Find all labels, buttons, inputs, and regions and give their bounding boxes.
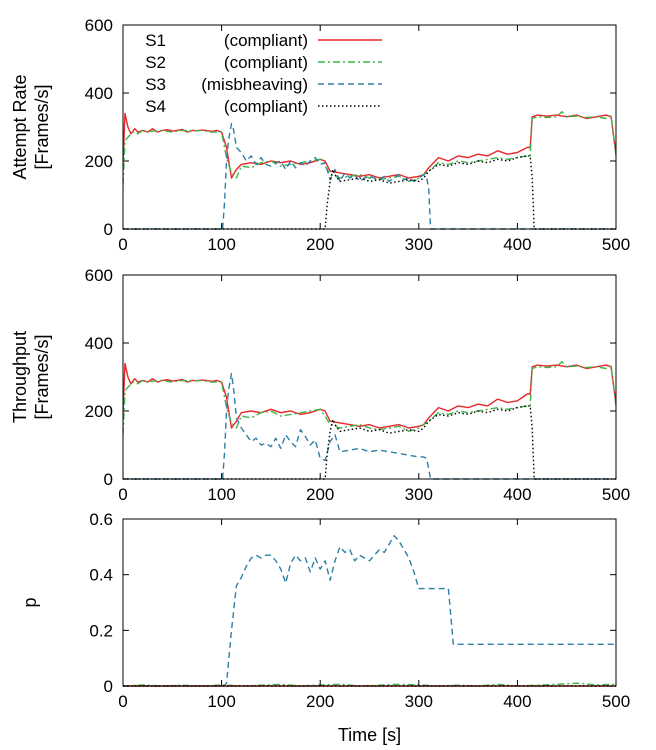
y-axis-label: [Frames/s]	[32, 84, 52, 169]
x-tick-label: 0	[118, 485, 127, 504]
chart-panel-1: 0 100 200 300 400 500 0 200 400 600 Attempt Rate [F…	[10, 16, 630, 254]
series-line-4	[123, 155, 616, 230]
legend-entry-status: (compliant)	[224, 31, 308, 50]
legend-entry-status: (compliant)	[224, 53, 308, 72]
plot-frame	[122, 518, 617, 687]
x-tick-label: 300	[405, 485, 433, 504]
y-tick-label: 0	[104, 677, 113, 696]
series-line-4	[123, 405, 616, 480]
x-tick-label: 500	[602, 485, 630, 504]
plot-frame	[122, 274, 617, 480]
series-group	[123, 535, 616, 687]
series-line-1	[123, 362, 616, 429]
series-line-3	[123, 372, 616, 480]
series-line-1	[123, 112, 616, 179]
y-tick-label: 0	[104, 220, 113, 239]
x-tick-label: 200	[306, 485, 334, 504]
x-tick-label: 300	[405, 692, 433, 711]
legend-entry-name: S1	[145, 31, 166, 50]
chart-panel-2: 0 100 200 300 400 500 0 200 400 600 Throughput [Fra…	[10, 266, 630, 504]
series-group	[123, 110, 616, 230]
legend-entry-name: S2	[145, 53, 166, 72]
x-tick-label: 200	[306, 692, 334, 711]
y-tick-label: 200	[85, 402, 113, 421]
y-tick-label: 0	[104, 470, 113, 489]
series-group	[123, 361, 616, 480]
y-tick-label: 600	[85, 266, 113, 285]
y-axis-label: [Frames/s]	[32, 334, 52, 419]
y-tick-label: 400	[85, 334, 113, 353]
legend-entry-status: (compliant)	[224, 97, 308, 116]
y-axis-label: p	[20, 597, 40, 607]
x-tick-label: 200	[306, 235, 334, 254]
y-tick-label: 0.6	[89, 510, 113, 529]
series-line-3	[123, 122, 616, 230]
y-tick-label: 0.4	[89, 566, 113, 585]
x-tick-label: 500	[602, 692, 630, 711]
chart-panel-3: 0 100 200 300 400 500 0 0.2 0.4 0.6 p Time [s]	[20, 510, 630, 745]
x-tick-label: 0	[118, 235, 127, 254]
y-tick-label: 600	[85, 16, 113, 35]
legend-entry-status: (misbheaving)	[201, 75, 308, 94]
legend-entry-name: S3	[145, 75, 166, 94]
series-line-2	[123, 110, 616, 185]
x-tick-label: 100	[207, 485, 235, 504]
y-tick-label: 200	[85, 152, 113, 171]
y-tick-label: 0.2	[89, 621, 113, 640]
x-tick-label: 100	[207, 235, 235, 254]
x-tick-label: 400	[503, 235, 531, 254]
legend-entry-name: S4	[145, 97, 166, 116]
plot-frame	[122, 24, 617, 230]
x-tick-label: 500	[602, 235, 630, 254]
x-tick-label: 100	[207, 692, 235, 711]
y-tick-label: 400	[85, 84, 113, 103]
x-tick-label: 400	[503, 692, 531, 711]
y-axis-label: Attempt Rate	[10, 74, 30, 179]
x-tick-label: 300	[405, 235, 433, 254]
series-line-1	[123, 535, 616, 687]
legend: S1 (compliant) S2 (compliant) S3 (misbheaving…	[145, 31, 382, 116]
y-axis-label: Throughput	[10, 331, 30, 423]
series-line-2	[123, 361, 616, 435]
x-tick-label: 400	[503, 485, 531, 504]
x-axis-label: Time [s]	[338, 725, 401, 745]
x-tick-label: 0	[118, 692, 127, 711]
